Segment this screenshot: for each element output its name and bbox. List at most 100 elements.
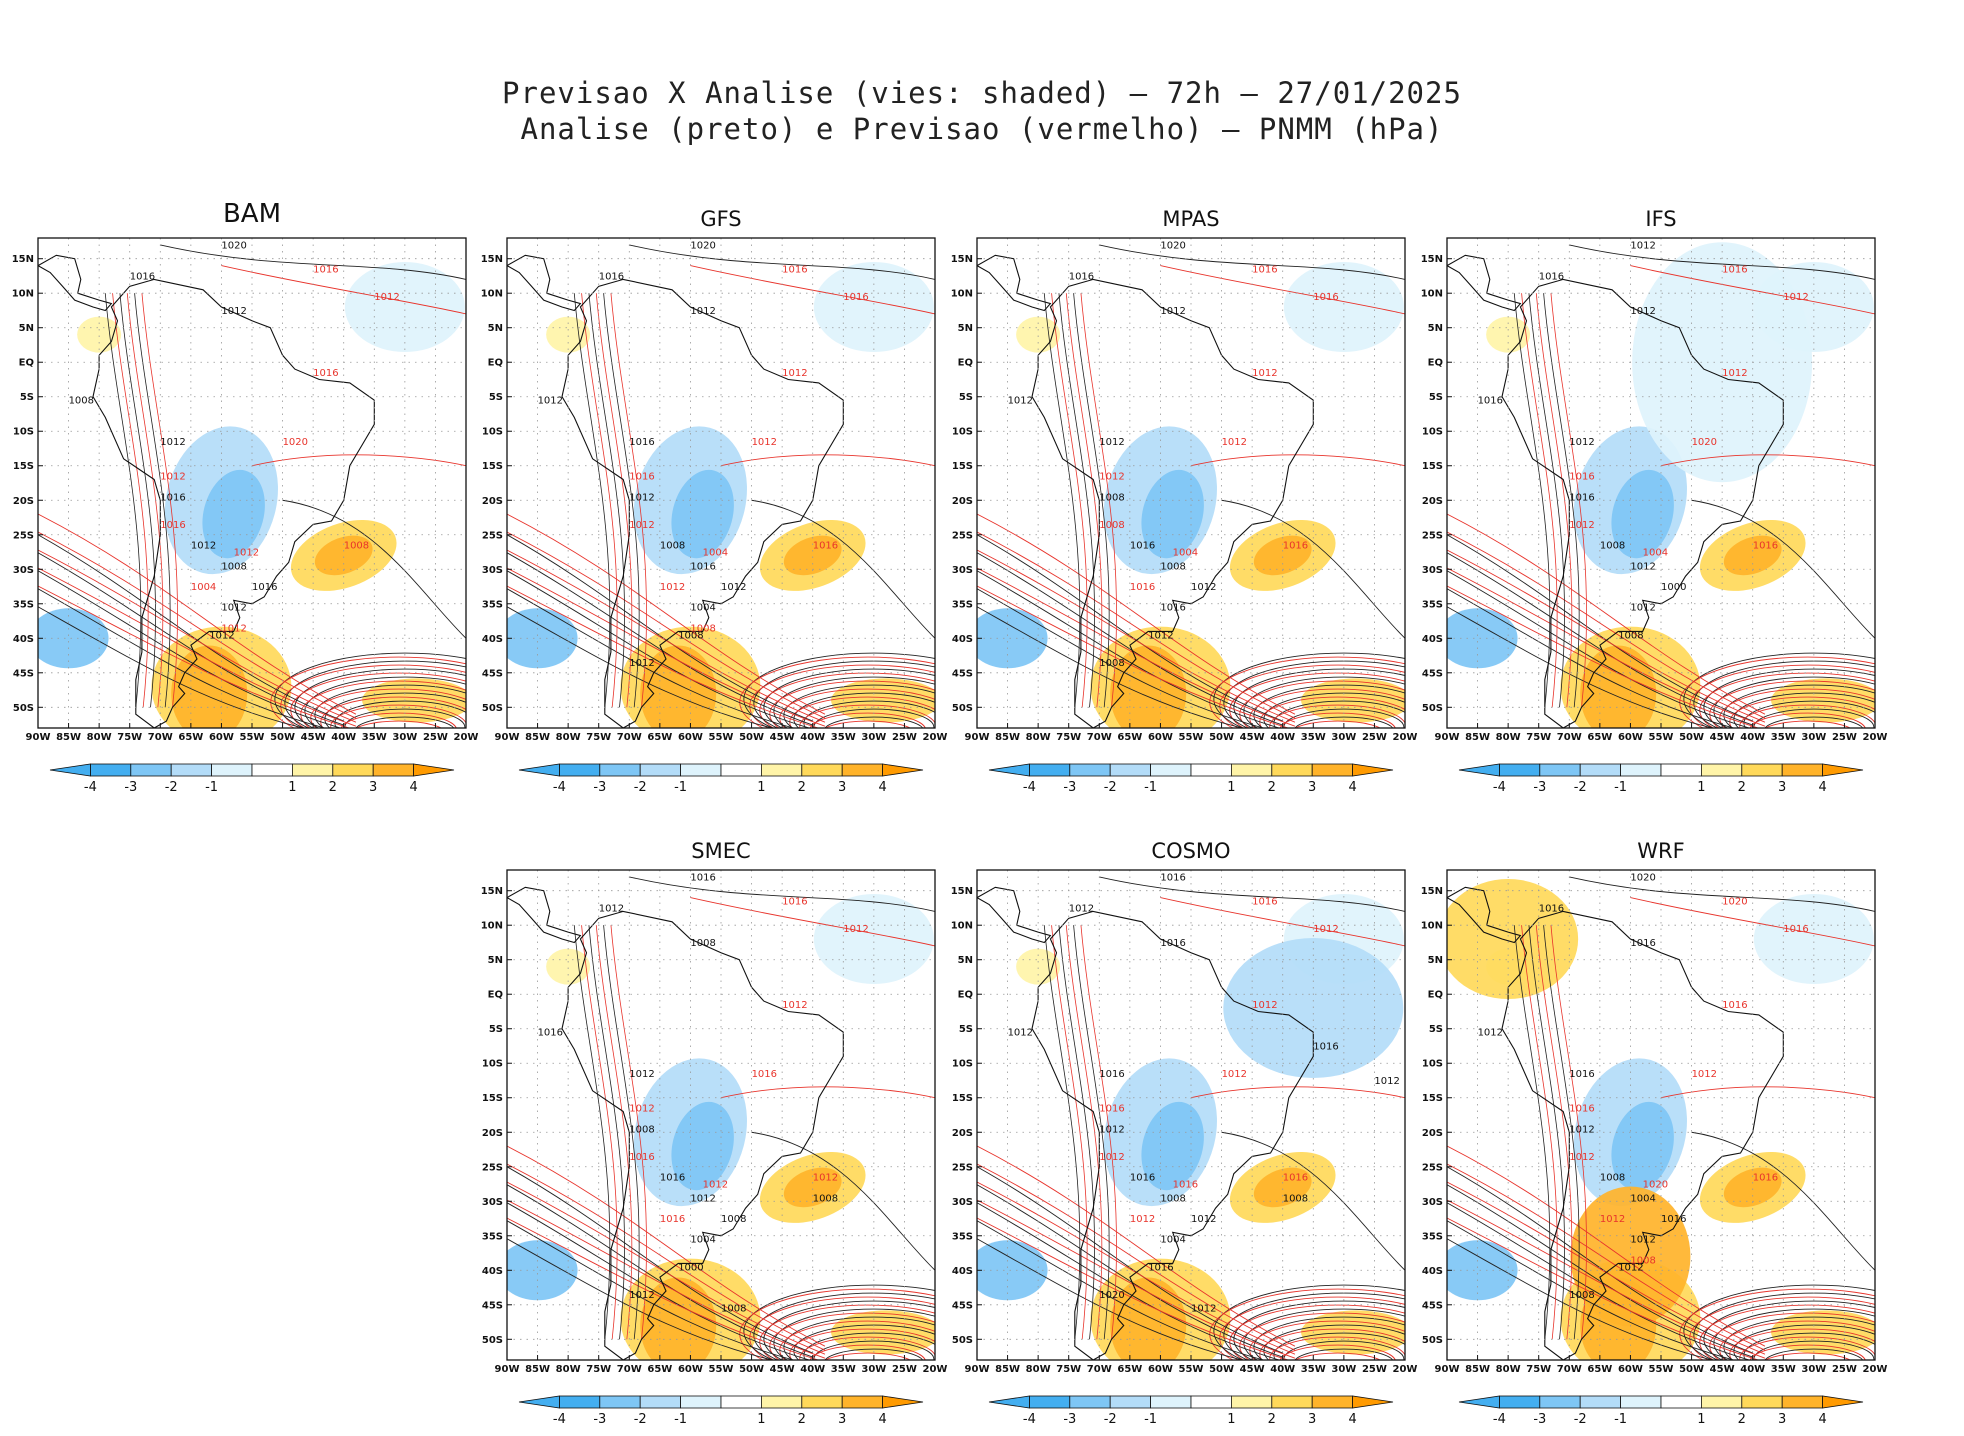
x-tick-label: 40W: [1740, 732, 1765, 743]
colorbar-box: [1311, 1395, 1354, 1409]
axes: 15N 10N 5N EQ 5S 10S 15S 20S 25S 30S 35S 40S 45S 50S 9…: [481, 254, 948, 743]
analysis-contour-label: 1012: [1008, 396, 1033, 407]
analysis-contour-label: 1012: [538, 396, 563, 407]
y-tick-label: 20S: [952, 1128, 973, 1139]
analysis-isobar: [1528, 925, 1565, 1340]
analysis-contour-label: 1016: [1539, 271, 1564, 282]
analysis-contour-label: 1016: [1630, 938, 1655, 949]
bias-shading: [507, 894, 935, 1360]
forecast-isobar: [1065, 293, 1103, 708]
forecast-contour-label: 1004: [1643, 547, 1668, 558]
analysis-contour-label: 1008: [629, 1124, 654, 1135]
analysis-contour-label: 1016: [1569, 492, 1594, 503]
y-tick-label: 5S: [1429, 392, 1443, 403]
forecast-isobar: [595, 293, 633, 708]
forecast-contour-label: 1016: [1753, 1173, 1778, 1184]
y-tick-label: EQ: [488, 358, 503, 369]
y-tick-label: 25S: [1422, 1162, 1443, 1173]
y-tick-label: 50S: [482, 703, 503, 714]
forecast-isobar: [749, 664, 935, 728]
forecast-contour-label: 1016: [1783, 924, 1808, 935]
x-tick-label: 25W: [1362, 732, 1387, 743]
forecast-isobar: [769, 1312, 935, 1360]
forecast-contour-label: 1016: [1753, 541, 1778, 552]
forecast-contour-label: 1012: [752, 437, 777, 448]
forecast-contour-label: 1016: [1722, 1000, 1747, 1011]
y-tick-label: 5S: [959, 392, 973, 403]
x-tick-label: 75W: [117, 732, 142, 743]
analysis-contour-label: 1012: [1630, 603, 1655, 614]
forecast-isobar: [739, 1288, 935, 1360]
analysis-contour-label: 1004: [1160, 1235, 1185, 1246]
contour-labels: 1020101610161012101610121008100410161012…: [1478, 872, 1809, 1301]
analysis-isobar: [1221, 1131, 1405, 1271]
central-america-coastline: [507, 886, 582, 944]
y-tick-label: 40S: [482, 1266, 503, 1277]
x-tick-label: 65W: [1117, 1364, 1142, 1375]
x-tick-label: 35W: [1771, 732, 1796, 743]
forecast-contour-label: 1016: [782, 897, 807, 908]
panel-title: GFS: [700, 207, 741, 231]
bias-negative-core: [202, 469, 265, 559]
forecast-isobar: [1764, 720, 1852, 728]
forecast-isobar: [507, 1199, 826, 1359]
analysis-isobar: [763, 1300, 935, 1360]
y-tick-label: 45S: [1422, 1300, 1443, 1311]
analysis-isobar: [1447, 606, 1715, 728]
forecast-contour-label: 1012: [1222, 437, 1247, 448]
forecast-contour-label: 1012: [782, 1000, 807, 1011]
axes: 15N 10N 5N EQ 5S 10S 15S 20S 25S 30S 35S 40S 45S 50S 9…: [951, 886, 1418, 1375]
analysis-contour-label: 1012: [1099, 437, 1124, 448]
analysis-isobar: [603, 925, 640, 1340]
analysis-contour-label: 1016: [690, 872, 715, 883]
x-tick-label: 20W: [923, 732, 948, 743]
forecast-isobar: [1065, 925, 1103, 1340]
forecast-isobar: [300, 680, 466, 728]
central-america-coastline: [507, 254, 582, 312]
y-tick-label: 30S: [13, 565, 34, 576]
x-tick-label: 70W: [1557, 732, 1582, 743]
forecast-isobar: [1269, 704, 1405, 728]
colorbar-max-arrow: [1822, 1395, 1864, 1409]
colorbar-min-arrow: [1458, 1395, 1500, 1409]
colorbar-box: [1311, 763, 1354, 777]
x-tick-label: 70W: [1557, 1364, 1582, 1375]
colorbar-box: [559, 1395, 601, 1409]
y-tick-label: 25S: [482, 1162, 503, 1173]
forecast-isobar: [1239, 680, 1405, 728]
colorbar-box: [599, 1395, 641, 1409]
panel-ifs: IFS1012101610121016101210161008101210001…: [1421, 207, 1888, 795]
forecast-isobar: [1447, 585, 1760, 728]
analysis-contour-label: 1012: [1478, 1028, 1503, 1039]
forecast-contour-label: 1012: [234, 547, 259, 558]
y-tick-label: 45S: [952, 668, 973, 679]
analysis-isobar: [1723, 684, 1875, 728]
colorbar-box: [1539, 1395, 1581, 1409]
x-tick-label: 75W: [586, 732, 611, 743]
colorbar-max-arrow: [1822, 763, 1864, 777]
y-tick-label: 10N: [951, 289, 973, 300]
forecast-contour-label: 1012: [629, 1104, 654, 1115]
x-tick-label: 65W: [1587, 732, 1612, 743]
analysis-contour-label: 1004: [690, 603, 715, 614]
colorbar-label: -2: [634, 1412, 647, 1427]
colorbar-box: [1230, 763, 1273, 777]
panel-title: SMEC: [691, 839, 750, 863]
analysis-isobar: [1569, 876, 1875, 912]
x-tick-label: 90W: [26, 732, 51, 743]
colorbar-label: -4: [1493, 1412, 1506, 1427]
forecast-contour-label: 1016: [629, 472, 654, 483]
map-layers: 1012 1016 1012 1016 1012 1016 1008 1012 1000 1012…: [1447, 238, 1875, 728]
forecast-contour-label: 1016: [1569, 1104, 1594, 1115]
y-tick-label: 5N: [958, 955, 973, 966]
x-tick-label: 45W: [301, 732, 326, 743]
forecast-contour-label: 1012: [629, 520, 654, 531]
y-tick-label: 15N: [481, 254, 503, 265]
forecast-isobar: [1521, 293, 1558, 708]
x-tick-label: 20W: [923, 1364, 948, 1375]
colorbar-box: [1069, 763, 1111, 777]
y-tick-label: 5N: [1428, 323, 1443, 334]
forecast-contour-label: 1008: [344, 541, 369, 552]
forecast-isobar: [977, 585, 1290, 728]
x-tick-label: 80W: [1496, 1364, 1521, 1375]
